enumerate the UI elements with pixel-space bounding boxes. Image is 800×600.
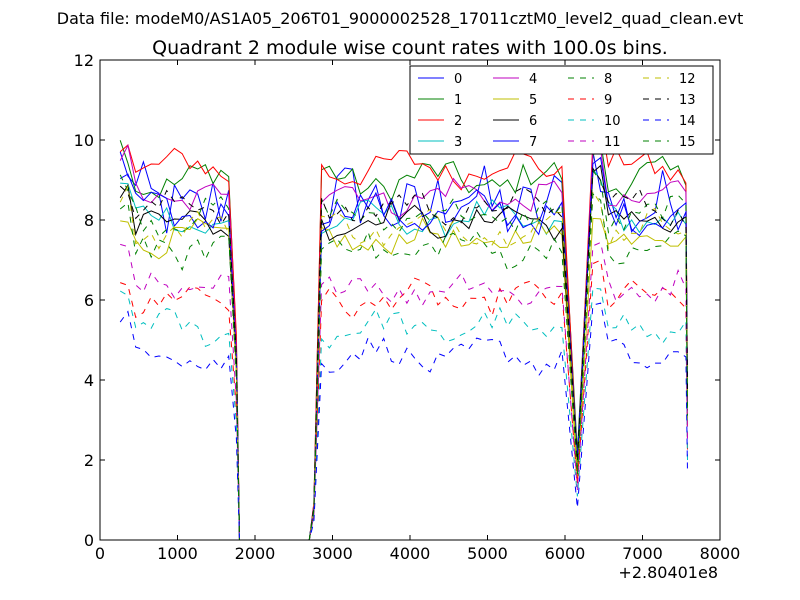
series-line-6 xyxy=(119,164,688,541)
legend-label-9: 9 xyxy=(604,93,612,108)
chart-title: Quadrant 2 module wise count rates with … xyxy=(152,37,668,59)
series-line-11 xyxy=(120,241,688,541)
series-layer xyxy=(119,117,688,541)
series-line-12 xyxy=(119,184,688,541)
x-tick-label: 8000 xyxy=(700,544,741,563)
y-tick-label: 12 xyxy=(74,51,94,70)
legend-label-10: 10 xyxy=(604,114,621,129)
series-line-9 xyxy=(120,259,688,541)
legend-label-6: 6 xyxy=(529,114,537,129)
x-tick-label: 1000 xyxy=(157,544,198,563)
legend-label-4: 4 xyxy=(529,72,537,87)
x-tick-label: 6000 xyxy=(545,544,586,563)
series-line-15 xyxy=(119,192,688,541)
series-line-8 xyxy=(119,169,688,541)
series-line-7 xyxy=(119,156,688,541)
x-tick-label: 4000 xyxy=(390,544,431,563)
x-tick-label: 7000 xyxy=(622,544,663,563)
y-tick-label: 10 xyxy=(74,131,94,150)
legend-label-8: 8 xyxy=(604,72,612,87)
ticks-layer: 0 1000 2000 3000 4000 5000 6000 7000 80000246810… xyxy=(74,51,741,563)
series-line-4 xyxy=(119,144,688,541)
legend-label-12: 12 xyxy=(679,72,696,87)
legend-label-14: 14 xyxy=(679,114,696,129)
x-offset-label: +2.80401e8 xyxy=(618,563,718,582)
series-line-0 xyxy=(119,151,688,541)
x-tick-label: 2000 xyxy=(235,544,276,563)
y-tick-label: 0 xyxy=(84,531,94,550)
series-line-1 xyxy=(119,139,688,541)
legend-label-7: 7 xyxy=(529,135,537,150)
legend-label-3: 3 xyxy=(454,135,462,150)
legend-label-13: 13 xyxy=(679,93,696,108)
legend-label-0: 0 xyxy=(454,72,462,87)
series-line-10 xyxy=(119,287,688,541)
series-line-2 xyxy=(119,117,688,541)
y-tick-label: 8 xyxy=(84,211,94,230)
legend-box xyxy=(409,65,714,155)
legend-label-2: 2 xyxy=(454,114,462,129)
y-tick-label: 4 xyxy=(84,371,94,390)
legend-label-11: 11 xyxy=(604,135,621,150)
legend-label-1: 1 xyxy=(454,93,462,108)
legend-label-5: 5 xyxy=(529,93,537,108)
legend-label-15: 15 xyxy=(679,135,696,150)
y-tick-label: 2 xyxy=(84,451,94,470)
x-tick-label: 0 xyxy=(95,544,105,563)
x-tick-label: 3000 xyxy=(312,544,353,563)
y-tick-label: 6 xyxy=(84,291,94,310)
figure-suptitle: Data file: modeM0/AS1A05_206T01_90000025… xyxy=(57,9,743,29)
x-tick-label: 5000 xyxy=(467,544,508,563)
